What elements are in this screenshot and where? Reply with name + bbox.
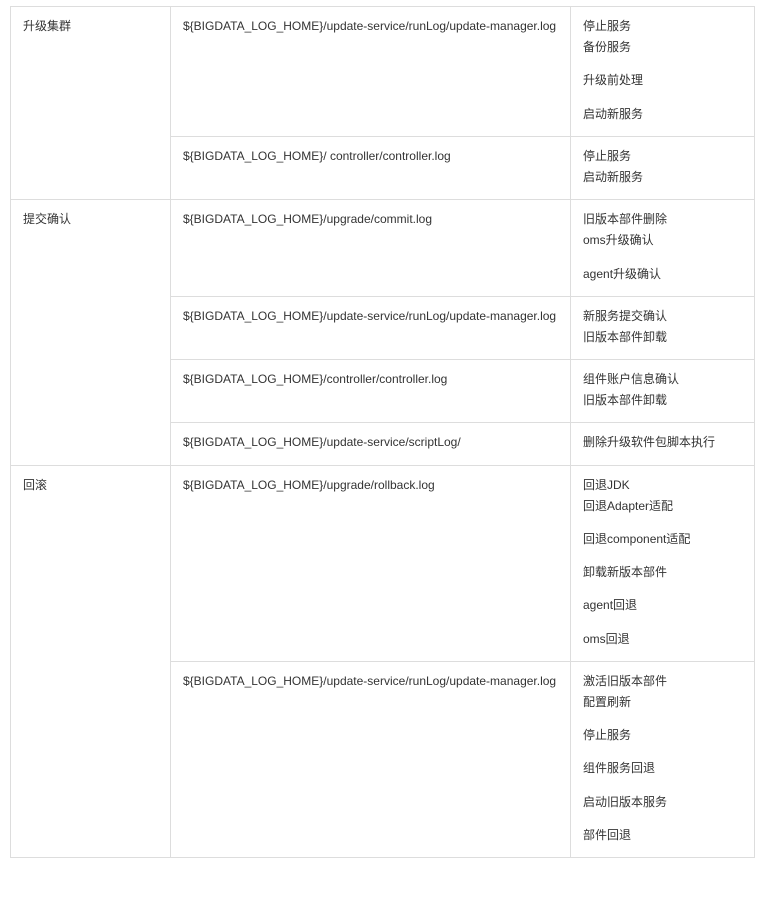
description-line: 启动新服务 (583, 168, 742, 187)
description-line: 启动新服务 (583, 105, 742, 124)
description-line: 旧版本部件删除 (583, 210, 742, 229)
description-cell: 回退JDK 回退Adapter适配回退component适配卸载新版本部件 agen… (571, 465, 755, 661)
description-line: 停止服务 (583, 17, 742, 36)
description-cell: 组件账户信息确认旧版本部件卸载 (571, 360, 755, 423)
log-path-cell: ${BIGDATA_LOG_HOME}/update-service/runLo… (171, 661, 571, 857)
section-name-cell: 提交确认 (11, 200, 171, 466)
log-path-cell: ${BIGDATA_LOG_HOME}/controller/controlle… (171, 360, 571, 423)
description-line: agent升级确认 (583, 265, 742, 284)
description-line: 部件回退 (583, 826, 742, 845)
log-table: 升级集群${BIGDATA_LOG_HOME}/update-service/r… (10, 6, 755, 858)
log-path-cell: ${BIGDATA_LOG_HOME}/update-service/runLo… (171, 7, 571, 137)
table-row: 升级集群${BIGDATA_LOG_HOME}/update-service/r… (11, 7, 755, 137)
description-cell: 停止服务启动新服务 (571, 136, 755, 199)
description-cell: 删除升级软件包脚本执行 (571, 423, 755, 465)
description-line: 回退component适配 (583, 530, 742, 549)
table-row: 提交确认${BIGDATA_LOG_HOME}/upgrade/commit.l… (11, 200, 755, 297)
description-cell: 新服务提交确认旧版本部件卸载 (571, 296, 755, 359)
description-line: 卸载新版本部件 (583, 563, 742, 582)
description-cell: 激活旧版本部件配置刷新停止服务组件服务回退启动旧版本服务部件回退 (571, 661, 755, 857)
description-line: 删除升级软件包脚本执行 (583, 433, 742, 452)
description-line: 启动旧版本服务 (583, 793, 742, 812)
description-cell: 停止服务备份服务升级前处理启动新服务 (571, 7, 755, 137)
description-line: oms回退 (583, 630, 742, 649)
table-row: 回滚${BIGDATA_LOG_HOME}/upgrade/rollback.l… (11, 465, 755, 661)
description-line: 旧版本部件卸载 (583, 328, 742, 347)
log-path-cell: ${BIGDATA_LOG_HOME}/upgrade/rollback.log (171, 465, 571, 661)
section-name-cell: 回滚 (11, 465, 171, 857)
log-path-cell: ${BIGDATA_LOG_HOME}/update-service/runLo… (171, 296, 571, 359)
section-name-cell: 升级集群 (11, 7, 171, 200)
log-path-cell: ${BIGDATA_LOG_HOME}/ controller/controll… (171, 136, 571, 199)
description-line: 激活旧版本部件 (583, 672, 742, 691)
description-line: 回退JDK (583, 476, 742, 495)
description-line: 停止服务 (583, 147, 742, 166)
description-line: 回退Adapter适配 (583, 497, 742, 516)
description-line: 配置刷新 (583, 693, 742, 712)
description-line: 新服务提交确认 (583, 307, 742, 326)
description-cell: 旧版本部件删除 oms升级确认 agent升级确认 (571, 200, 755, 297)
description-line: 升级前处理 (583, 71, 742, 90)
log-path-cell: ${BIGDATA_LOG_HOME}/update-service/scrip… (171, 423, 571, 465)
description-line: oms升级确认 (583, 231, 742, 250)
description-line: 停止服务 (583, 726, 742, 745)
description-line: agent回退 (583, 596, 742, 615)
log-path-cell: ${BIGDATA_LOG_HOME}/upgrade/commit.log (171, 200, 571, 297)
description-line: 备份服务 (583, 38, 742, 57)
description-line: 组件账户信息确认 (583, 370, 742, 389)
description-line: 组件服务回退 (583, 759, 742, 778)
description-line: 旧版本部件卸载 (583, 391, 742, 410)
